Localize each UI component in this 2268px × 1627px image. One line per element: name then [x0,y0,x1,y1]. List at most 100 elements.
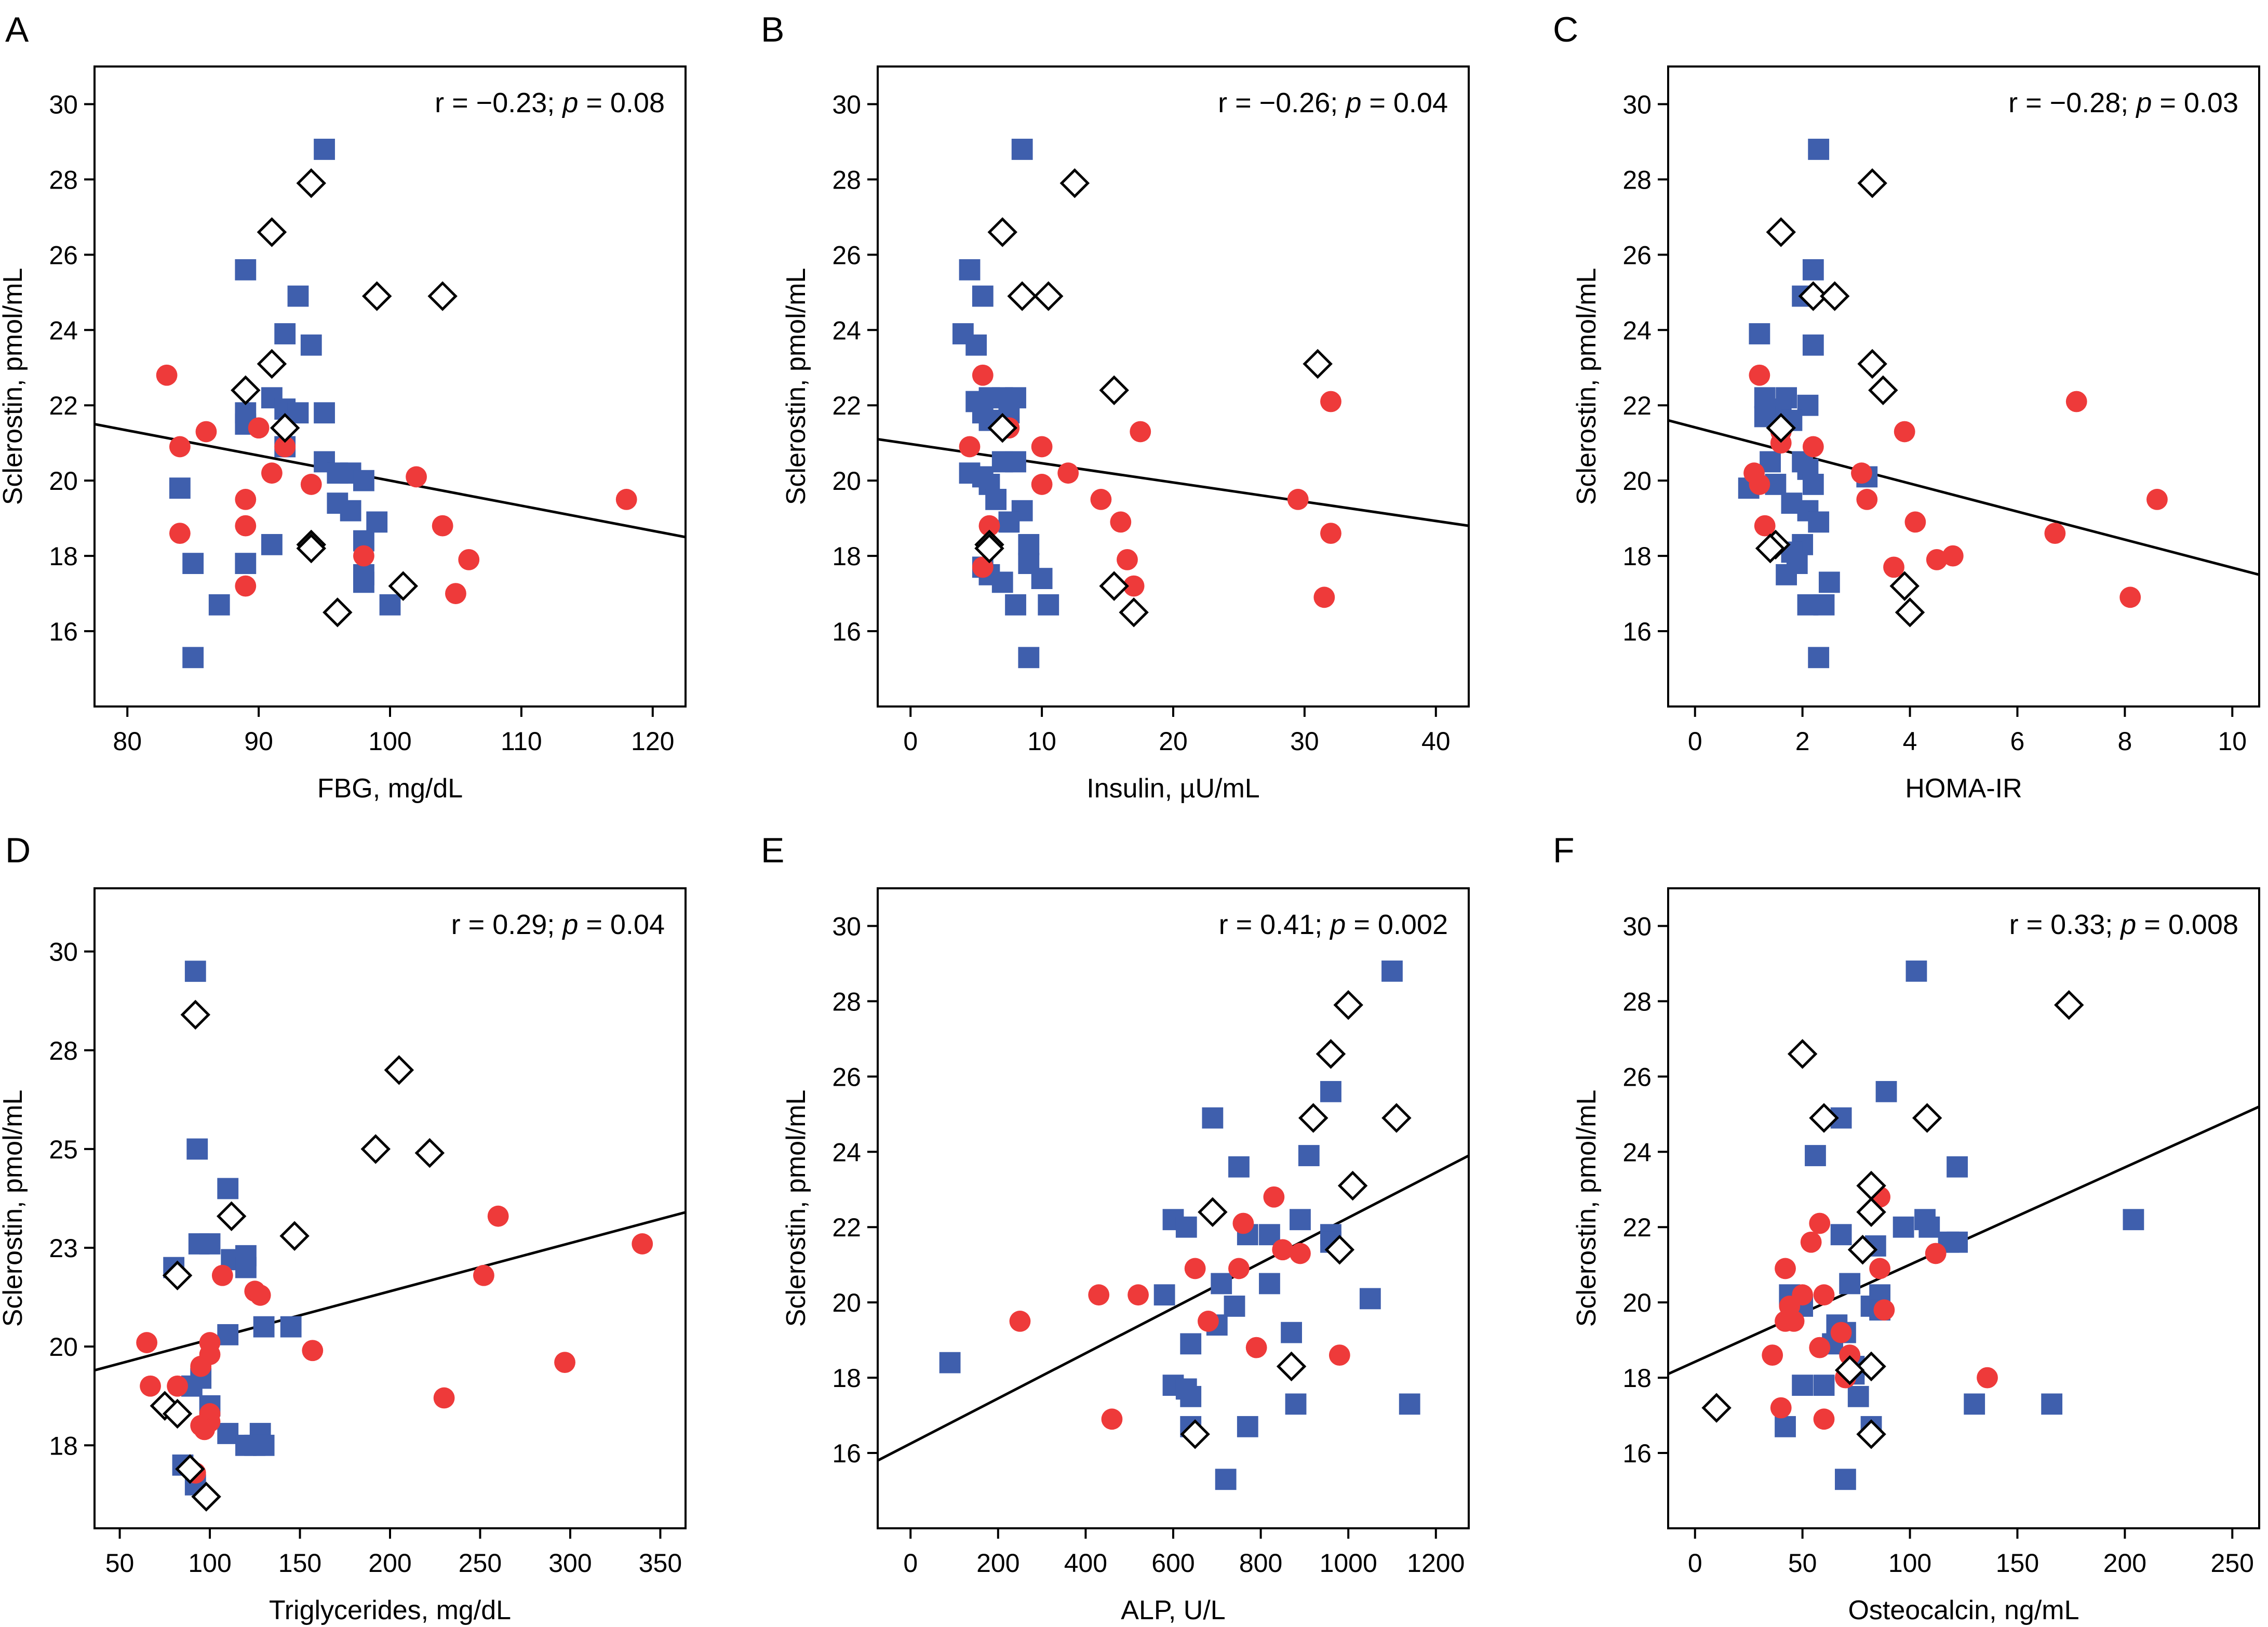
panel-letter-b: B [761,10,784,49]
y-axis-label-b: Sclerostin, pmol/mL [781,268,811,505]
x-tick-label-c: 6 [2010,727,2025,756]
data-point-circle [235,515,257,537]
data-point-square [1792,1375,1814,1396]
y-tick-label-c: 28 [1622,165,1652,194]
data-point-square [1228,1156,1250,1178]
data-point-diamond [270,412,300,443]
data-point-diamond [257,217,287,247]
data-point-diamond [1298,1103,1328,1133]
data-point-square [1018,534,1040,555]
data-point-circle [1926,549,1948,570]
data-point-circle [248,417,270,439]
y-tick-label-f: 26 [1622,1062,1652,1091]
data-point-circle [1809,1337,1831,1358]
x-tick-label-f: 200 [2103,1549,2146,1578]
panel-e: E 0 200 400 600 800 1000 1200 16 18 20 22 24 26 28 30 AL… [761,831,1470,1625]
y-tick-label-a: 18 [49,542,78,571]
data-point-diamond [384,1055,414,1085]
x-axis-label-d: Triglycerides, mg/dL [269,1595,511,1625]
data-point-circle [978,515,1000,537]
data-point-circle [156,364,178,386]
data-point-square [1802,474,1824,495]
data-point-circle [1328,1344,1350,1366]
data-point-square [1808,647,1830,669]
regression-line-a [95,423,686,539]
data-point-square [1259,1273,1280,1295]
data-point-diamond [162,1260,193,1291]
y-axis-label-f: Sclerostin, pmol/mL [1572,1090,1602,1327]
data-point-circle [169,523,191,544]
annotation-p-symbol-b: p [1345,87,1361,118]
data-point-circle [2044,523,2066,544]
data-point-circle [1813,1284,1835,1306]
data-point-diamond [1889,571,1920,601]
data-point-square [1031,568,1053,589]
data-point-circle [1851,462,1872,484]
data-point-diamond [1912,1103,1942,1133]
data-point-circle [300,474,322,495]
y-tick-label-e: 24 [832,1138,861,1167]
data-point-square [972,285,994,307]
data-point-circle [1320,391,1341,412]
data-point-diamond [414,1138,445,1168]
data-point-circle [1904,511,1926,533]
data-point-square [2123,1209,2144,1231]
y-tick-label-e: 16 [832,1439,861,1468]
data-point-circle [1977,1367,1998,1389]
data-point-diamond [1868,375,1898,405]
data-point-circle [1873,1299,1895,1321]
data-point-circle [1802,436,1824,458]
data-point-diamond [388,571,419,601]
correlation-annotation-f: r = 0.33; p = 0.008 [2009,909,2238,940]
data-point-diamond [279,1221,310,1251]
data-point-diamond [1834,1355,1865,1385]
y-tick-label-a: 24 [49,316,78,345]
y-tick-label-b: 28 [832,165,861,194]
data-point-diamond [296,533,327,564]
data-point-diamond [1303,349,1333,379]
data-point-square [1813,594,1835,616]
data-point-square [1749,323,1770,344]
data-point-square [235,553,257,575]
x-tick-label-e: 0 [903,1549,918,1578]
data-point-square [1775,1416,1796,1437]
data-point-diamond [1847,1234,1878,1265]
annotation-p-value-b: = 0.04 [1361,87,1448,118]
y-tick-label-a: 22 [49,391,78,420]
data-point-square [1038,594,1059,616]
data-point-diamond [323,597,353,628]
data-point-circle [2146,489,2168,510]
y-tick-label-c: 20 [1622,466,1652,496]
x-axis-label-f: Osteocalcin, ng/mL [1848,1595,2079,1625]
data-point-circle [1057,462,1079,484]
data-point-circle [1883,556,1904,578]
correlation-annotation-d: r = 0.29; p = 0.04 [451,909,665,940]
y-tick-label-e: 20 [832,1288,861,1317]
y-tick-label-c: 22 [1622,391,1652,420]
data-point-circle [1313,586,1335,608]
x-tick-label-f: 0 [1688,1549,1702,1578]
y-axis-label-a: Sclerostin, pmol/mL [0,268,28,505]
data-point-circle [167,1375,188,1397]
data-point-square [217,1423,239,1444]
y-tick-label-a: 26 [49,241,78,270]
x-tick-label-f: 100 [1888,1549,1931,1578]
x-tick-label-f: 50 [1788,1549,1817,1578]
y-tick-label-c: 30 [1622,90,1652,119]
y-tick-label-b: 24 [832,316,861,345]
annotation-p-symbol-a: p [561,87,578,118]
data-point-circle [1088,1284,1110,1306]
y-tick-label-a: 30 [49,90,78,119]
data-point-square [1802,259,1824,281]
plot-area-a [95,139,686,669]
plot-frame-b [877,65,1470,708]
y-tick-label-f: 22 [1622,1213,1652,1242]
x-tick-label-a: 80 [113,727,142,756]
annotation-r-f: r = 0.33; [2009,909,2121,940]
data-point-square [1285,1393,1307,1415]
data-point-diamond [1007,281,1037,311]
data-point-square [1947,1156,1968,1178]
y-tick-label-d: 25 [49,1135,78,1164]
data-point-square [182,647,204,669]
data-point-square [1893,1216,1914,1238]
